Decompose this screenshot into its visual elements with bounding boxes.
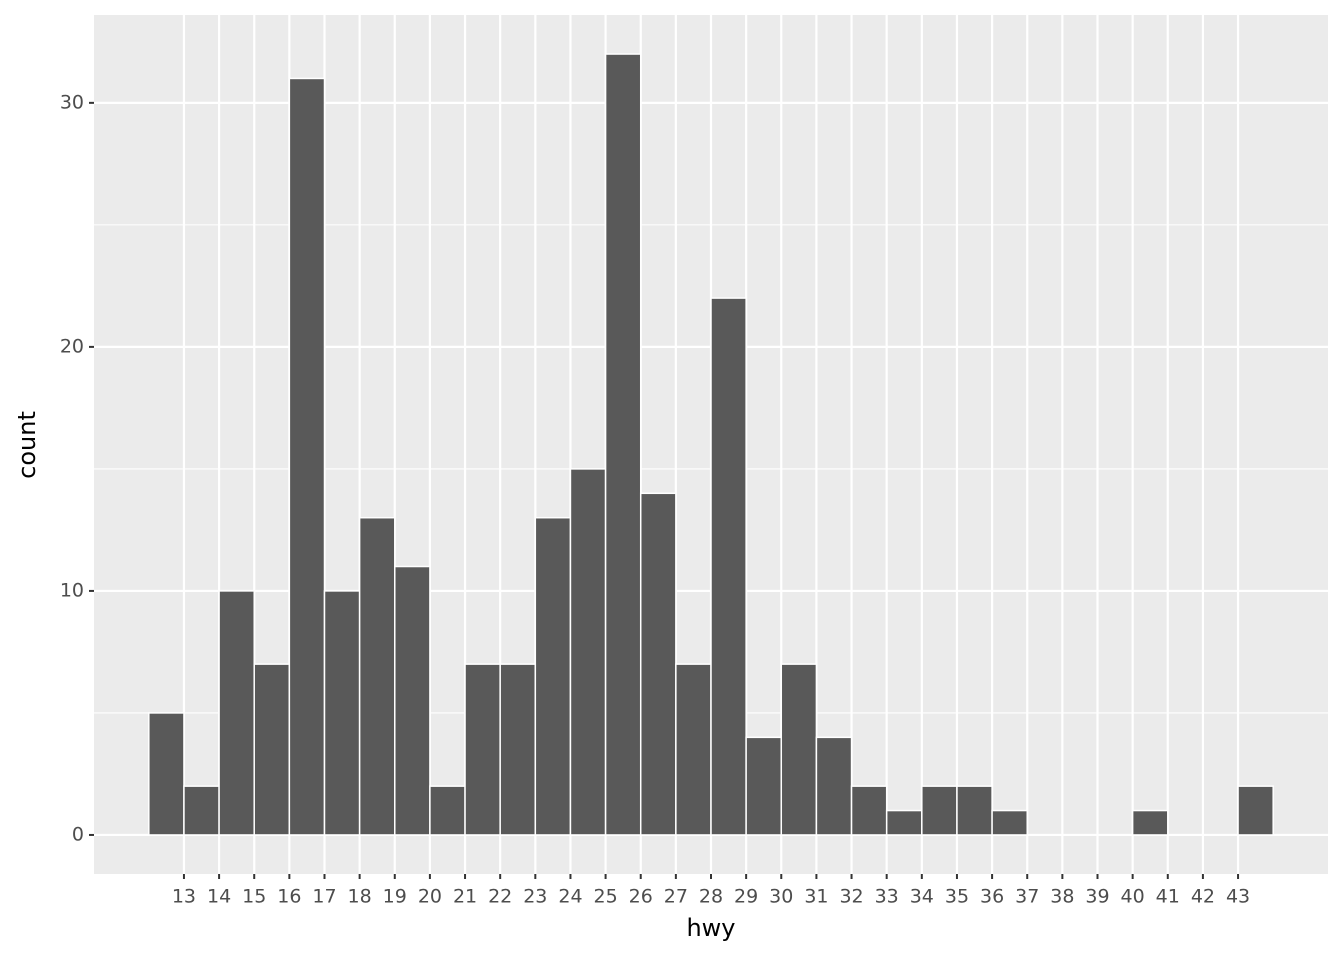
x-tick-label: 33 [875, 886, 899, 908]
x-tick-label: 24 [558, 886, 582, 908]
bar [745, 736, 783, 836]
x-tick-label: 41 [1156, 886, 1180, 908]
x-tick-label: 30 [769, 886, 793, 908]
bar [815, 736, 853, 836]
x-axis-title: hwy [686, 914, 735, 942]
x-tick-label: 23 [523, 886, 547, 908]
bar [991, 809, 1028, 836]
bar [956, 785, 993, 836]
x-tick-label: 31 [804, 886, 828, 908]
y-tick-label: 0 [72, 823, 84, 845]
x-tick-label: 38 [1050, 886, 1074, 908]
bar [1131, 809, 1169, 836]
x-tick-label: 20 [418, 886, 442, 908]
x-tick-label: 16 [277, 886, 301, 908]
bar [253, 663, 291, 836]
bar [323, 590, 361, 836]
x-tick-label: 36 [980, 886, 1004, 908]
bar [464, 663, 501, 836]
bar [534, 516, 572, 836]
x-tick-label: 43 [1226, 886, 1250, 908]
x-tick-label: 32 [839, 886, 863, 908]
bar [148, 712, 185, 836]
y-tick-label: 20 [60, 335, 84, 357]
bar [604, 53, 642, 836]
y-tick-label: 10 [60, 579, 84, 601]
x-tick-label: 18 [348, 886, 372, 908]
x-tick-label: 39 [1085, 886, 1109, 908]
bar [218, 590, 255, 836]
bar [850, 785, 888, 836]
x-tick-label: 26 [629, 886, 653, 908]
bar [885, 809, 923, 836]
x-tick-label: 29 [734, 886, 758, 908]
bar [569, 468, 607, 836]
bar [429, 785, 466, 836]
bar [394, 565, 431, 836]
x-tick-label: 13 [172, 886, 196, 908]
bars [148, 53, 1274, 836]
axes: 0 10 20 30 13 14 15 16 17 18 19 20 21 22 23 24 25 26 27 28 2… [60, 91, 1250, 907]
y-axis-title: count [13, 411, 41, 479]
x-tick-label: 37 [1015, 886, 1039, 908]
bar [921, 785, 958, 836]
x-tick-label: 21 [453, 886, 477, 908]
bar [675, 663, 712, 836]
x-tick-label: 27 [664, 886, 688, 908]
bar [639, 492, 677, 836]
x-tick-label: 17 [312, 886, 336, 908]
x-tick-label: 28 [699, 886, 723, 908]
x-tick-label: 42 [1191, 886, 1215, 908]
bar [288, 77, 326, 836]
bar [780, 663, 818, 836]
x-tick-label: 19 [383, 886, 407, 908]
bar [499, 663, 537, 836]
x-tick-label: 22 [488, 886, 512, 908]
bar [183, 785, 220, 836]
bar [1237, 785, 1274, 836]
x-tick-label: 40 [1121, 886, 1145, 908]
x-tick-label: 15 [242, 886, 266, 908]
x-tick-label: 35 [945, 886, 969, 908]
bar [710, 297, 747, 836]
x-tick-label: 14 [207, 886, 231, 908]
y-tick-label: 30 [60, 91, 84, 113]
x-tick-label: 34 [910, 886, 934, 908]
bar [358, 516, 396, 836]
x-tick-label: 25 [593, 886, 617, 908]
